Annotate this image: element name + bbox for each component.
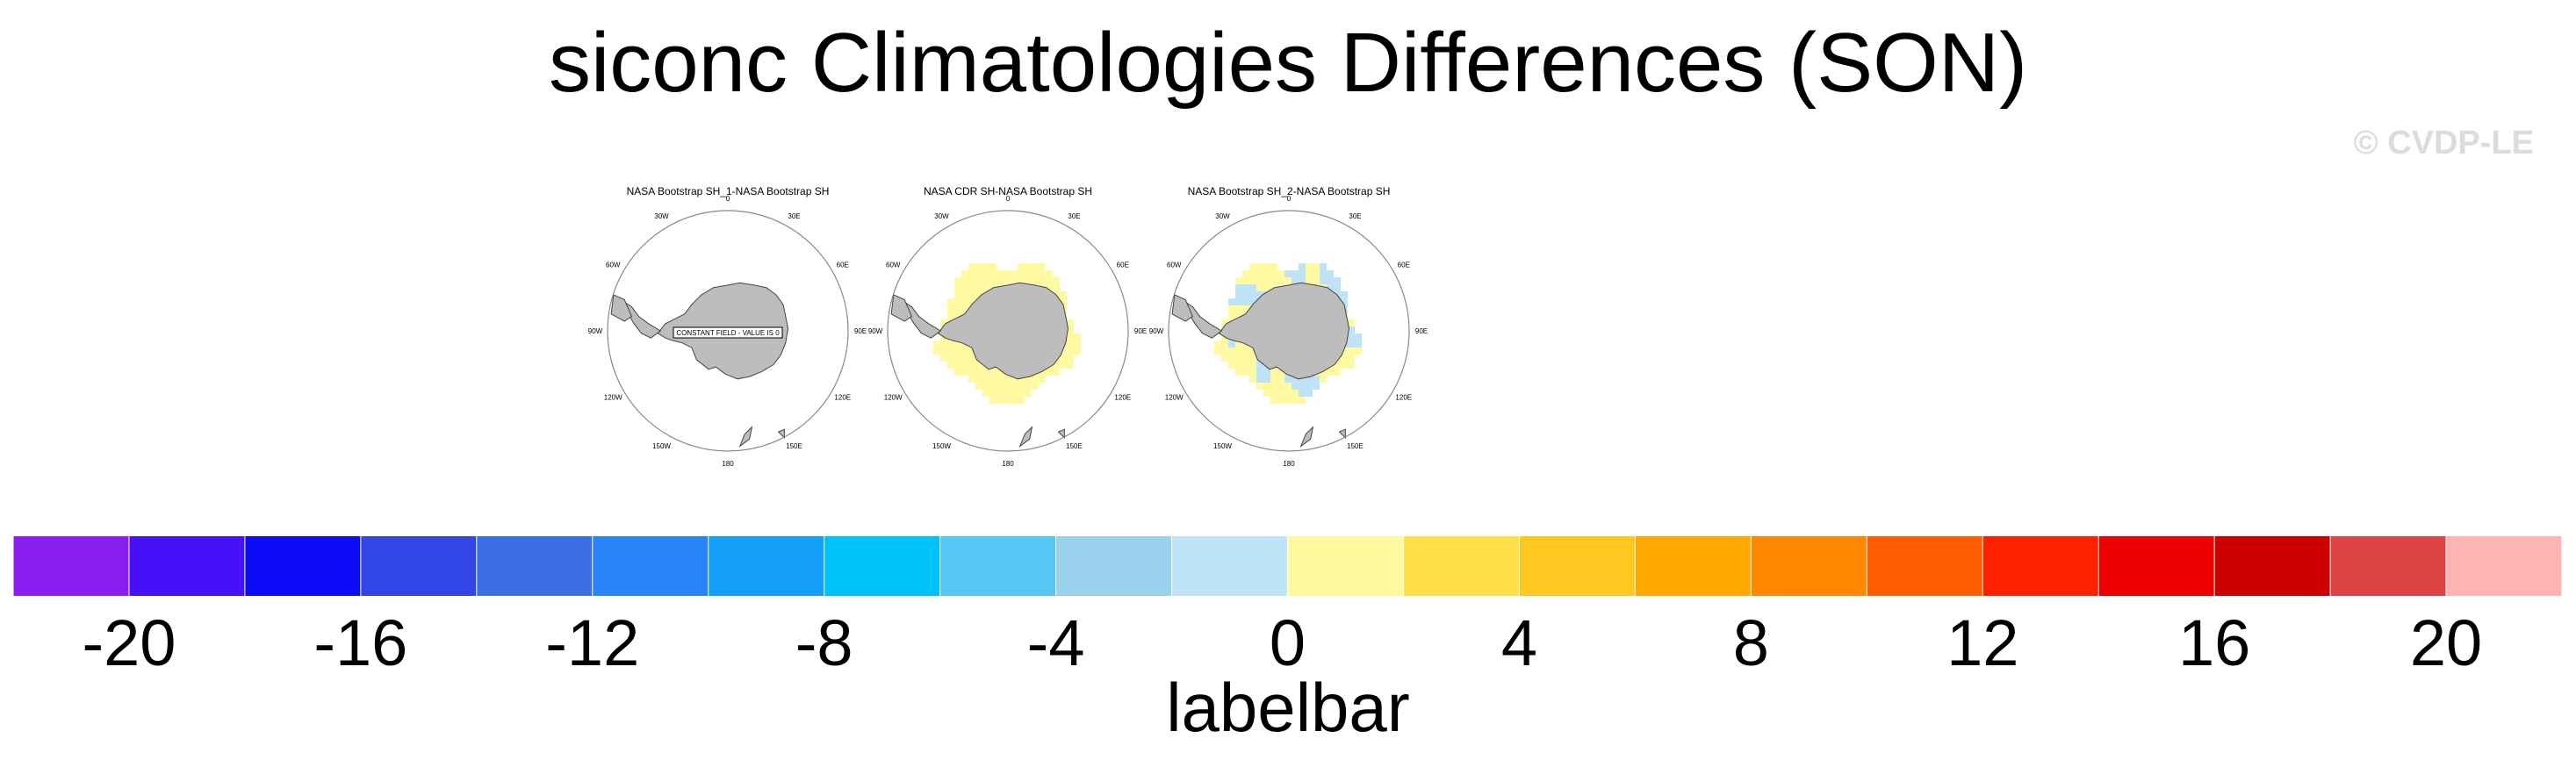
longitude-label: 150W	[932, 442, 951, 450]
colorbar-swatch	[824, 536, 941, 596]
colorbar-tick-label: -12	[545, 606, 639, 667]
colorbar-swatch	[476, 536, 594, 596]
colorbar-swatch	[1635, 536, 1752, 596]
colorbar-swatch	[708, 536, 825, 596]
constant-field-box	[673, 326, 783, 339]
colorbar-tick-label: 16	[2178, 606, 2250, 667]
longitude-label: 0	[726, 195, 730, 203]
longitude-label: 90E	[1415, 327, 1428, 335]
longitude-label: 90W	[588, 327, 603, 335]
colorbar-tick-label: 12	[1946, 606, 2018, 667]
colorbar-swatch	[1751, 536, 1867, 596]
south-america-landmass	[610, 294, 633, 322]
longitude-label: 120W	[884, 394, 903, 402]
tasmania-landmass	[1338, 428, 1346, 440]
colorbar-swatch	[2446, 536, 2563, 596]
tasmania-landmass	[1057, 428, 1065, 440]
longitude-label: 180	[722, 460, 734, 468]
colorbar: -20 -16 -12 -8 -4 0 4 8 12 16 20	[12, 536, 2563, 667]
constant-field-annotation: CONSTANT FIELD - VALUE IS 0	[676, 329, 780, 337]
longitude-label: 150E	[1347, 442, 1364, 450]
colorbar-swatch	[1867, 536, 1983, 596]
colorbar-swatch	[244, 536, 362, 596]
colorbar-tick-label: 0	[1270, 606, 1306, 667]
polar-map-panel: 0 30E 60E 90E 120E 150E 180 150W 120W 90W 60W 30W CO…	[588, 195, 867, 468]
colorbar-tick-label: -8	[795, 606, 853, 667]
longitude-label: 0	[1287, 195, 1292, 203]
map-boundary-circle	[887, 210, 1129, 452]
longitude-label: 90E	[1134, 327, 1147, 335]
antarctica-landmass	[937, 282, 1069, 380]
map-boundary-circle	[607, 210, 849, 452]
new-zealand-landmass	[738, 426, 753, 448]
longitude-label: 90E	[854, 327, 867, 335]
longitude-label: 120E	[834, 394, 851, 402]
colorbar-swatch	[1982, 536, 2099, 596]
colorbar-swatch	[2330, 536, 2447, 596]
longitude-label: 30E	[1349, 212, 1361, 220]
colorbar-swatch	[128, 536, 246, 596]
longitude-label: 120E	[1395, 394, 1412, 402]
longitude-label: 120E	[1114, 394, 1131, 402]
colorbar-swatch	[939, 536, 1057, 596]
longitude-label: 150W	[1213, 442, 1232, 450]
longitude-label: 120W	[1165, 394, 1184, 402]
longitude-label: 60E	[837, 262, 849, 269]
colorbar-swatch	[2214, 536, 2331, 596]
longitude-label: 60W	[886, 262, 901, 269]
colorbar-tick-label: -16	[313, 606, 407, 667]
longitude-label: 150E	[1066, 442, 1083, 450]
longitude-label: 30E	[1068, 212, 1080, 220]
polar-map-panel: 0 30E 60E 90E 120E 150E 180 150W 120W 90W 60W 30W	[1149, 195, 1428, 468]
longitude-label: 60W	[606, 262, 621, 269]
polar-maps: 0 30E 60E 90E 120E 150E 180 150W 120W 90W 60W 30W CO…	[588, 195, 1428, 468]
colorbar-swatch	[1171, 536, 1288, 596]
longitude-label: 30W	[934, 212, 949, 220]
longitude-label: 120W	[604, 394, 622, 402]
south-america-landmass	[1171, 294, 1194, 322]
colorbar-swatch	[1287, 536, 1404, 596]
colorbar-title: labelbar	[1166, 669, 1410, 746]
longitude-label: 180	[1283, 460, 1295, 468]
colorbar-swatch	[1055, 536, 1173, 596]
longitude-label: 60E	[1398, 262, 1410, 269]
colorbar-swatch	[592, 536, 709, 596]
colorbar-swatch	[1403, 536, 1520, 596]
longitude-label: 90W	[868, 327, 883, 335]
colorbar-swatch	[1519, 536, 1636, 596]
colorbar-tick-label: 4	[1501, 606, 1537, 667]
panel-title-1: NASA Bootstrap SH_1-NASA Bootstrap SH	[626, 185, 830, 197]
map-boundary-circle	[1168, 210, 1410, 452]
new-zealand-landmass	[1299, 426, 1314, 448]
chart-title: siconc Climatologies Differences (SON)	[548, 16, 2028, 110]
longitude-label: 30E	[788, 212, 800, 220]
colorbar-tick-label: -20	[82, 606, 176, 667]
antarctica-landmass	[1218, 282, 1350, 380]
panel-title-3: NASA Bootstrap SH_2-NASA Bootstrap SH	[1187, 185, 1391, 197]
longitude-label: 150W	[652, 442, 671, 450]
longitude-label: 150E	[786, 442, 802, 450]
longitude-label: 0	[1006, 195, 1011, 203]
colorbar-tick-label: 20	[2410, 606, 2482, 667]
polar-map-panel: 0 30E 60E 90E 120E 150E 180 150W 120W 90W 60W 30W	[868, 195, 1147, 468]
colorbar-swatch	[13, 536, 130, 596]
new-zealand-landmass	[1018, 426, 1033, 448]
colorbar-swatch	[360, 536, 478, 596]
colorbar-swatch	[2098, 536, 2215, 596]
colorbar-tick-label: -4	[1027, 606, 1085, 667]
panel-title-2: NASA CDR SH-NASA Bootstrap SH	[923, 185, 1093, 197]
south-america-landmass	[890, 294, 913, 322]
longitude-label: 30W	[654, 212, 669, 220]
longitude-label: 60W	[1167, 262, 1182, 269]
longitude-label: 90W	[1149, 327, 1164, 335]
longitude-label: 180	[1002, 460, 1014, 468]
watermark: © CVDP-LE	[2353, 125, 2534, 161]
tasmania-landmass	[777, 428, 785, 440]
colorbar-tick-label: 8	[1733, 606, 1769, 667]
longitude-label: 60E	[1117, 262, 1129, 269]
longitude-label: 30W	[1215, 212, 1230, 220]
